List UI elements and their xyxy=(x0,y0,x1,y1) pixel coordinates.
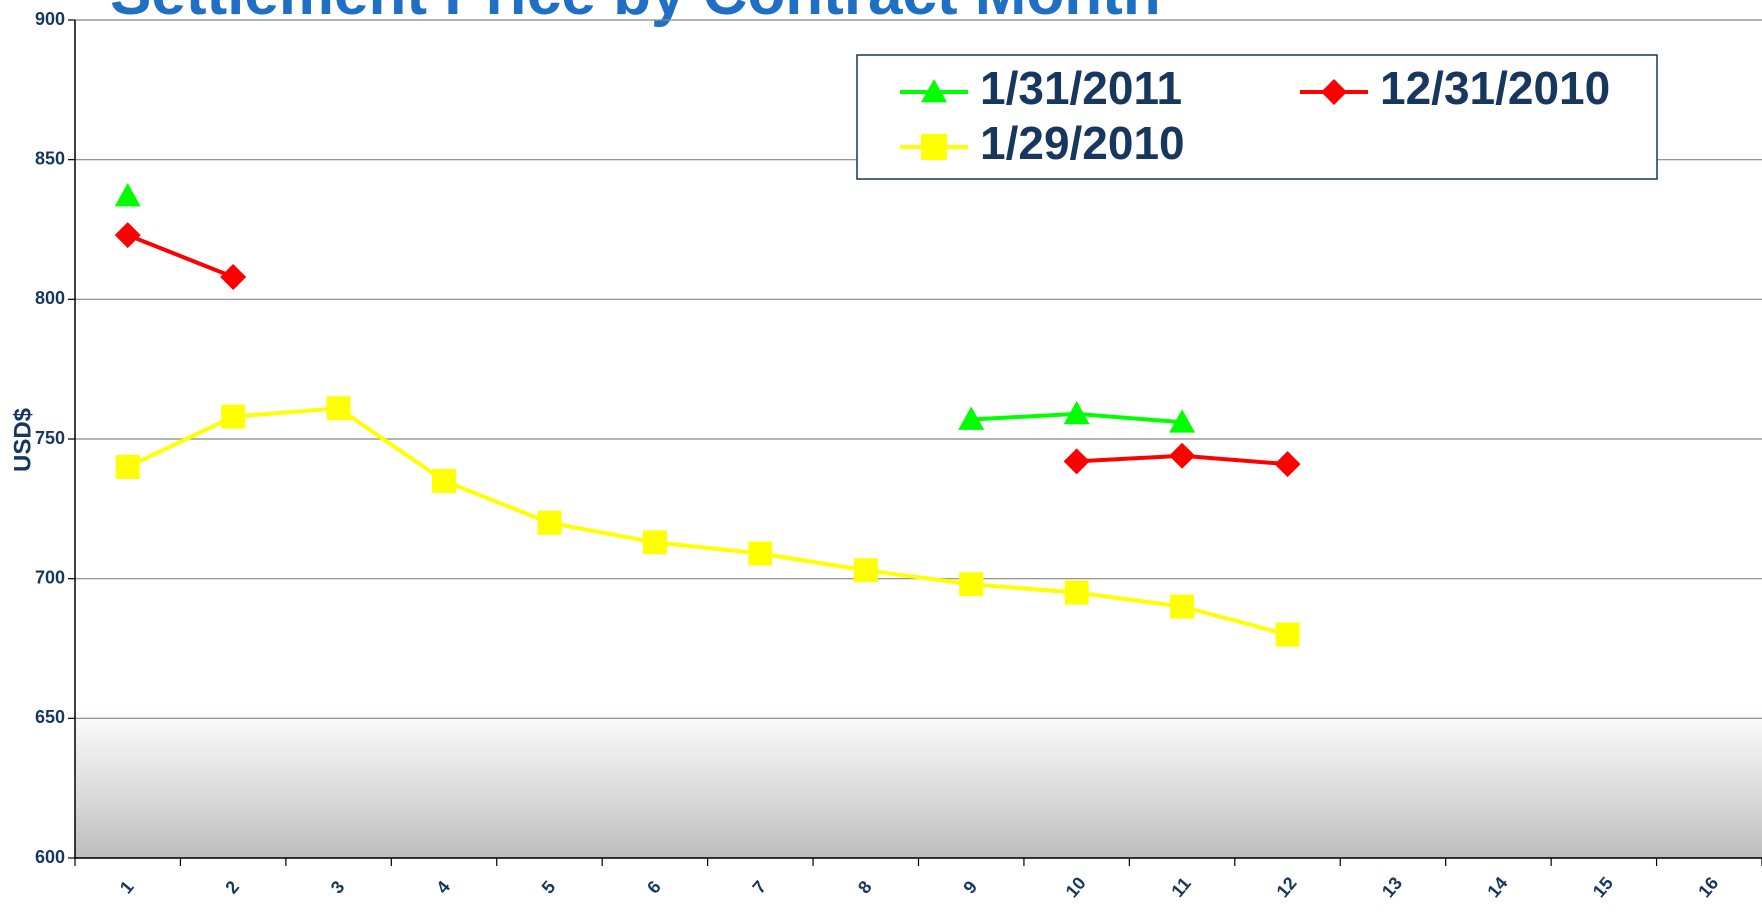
data-point xyxy=(220,263,247,290)
data-point xyxy=(537,510,562,535)
y-tick-label: 700 xyxy=(35,567,65,587)
y-tick-label: 600 xyxy=(35,847,65,867)
legend-label: 1/31/2011 xyxy=(980,62,1182,114)
data-point xyxy=(326,396,351,421)
x-tick-label: 8 xyxy=(854,877,876,898)
legend-label: 12/31/2010 xyxy=(1380,62,1610,114)
x-tick-label: 14 xyxy=(1483,873,1511,901)
x-tick-label: 5 xyxy=(538,877,560,898)
x-tick-label: 13 xyxy=(1378,873,1406,901)
data-point xyxy=(115,454,140,479)
legend-marker xyxy=(1321,79,1347,105)
x-tick-label: 4 xyxy=(432,877,454,898)
data-point xyxy=(1275,622,1300,647)
x-tick-label: 12 xyxy=(1272,873,1300,901)
data-point xyxy=(853,558,878,583)
data-point xyxy=(1063,448,1090,475)
x-tick-label: 7 xyxy=(749,877,771,898)
data-point xyxy=(1169,442,1196,469)
x-tick-label: 16 xyxy=(1694,873,1722,901)
data-point xyxy=(1063,400,1090,425)
series-line xyxy=(126,406,1289,637)
data-point xyxy=(1170,594,1195,619)
legend: 1/31/2011 12/31/2010 1/29/2010 xyxy=(856,54,1658,180)
x-tick-label: 6 xyxy=(643,877,665,898)
data-point xyxy=(748,541,773,566)
data-point xyxy=(221,404,246,429)
x-tick-label: 3 xyxy=(327,877,349,898)
data-point xyxy=(432,468,457,493)
legend-marker xyxy=(921,134,947,160)
data-point xyxy=(959,572,984,597)
chart-title: Settlement Price by Contract Month xyxy=(110,0,1161,28)
y-tick-label: 650 xyxy=(35,707,65,727)
data-point xyxy=(1169,409,1196,433)
y-axis-label: USD$ xyxy=(9,407,36,472)
x-tick-label: 1 xyxy=(116,877,138,898)
y-tick-label: 850 xyxy=(35,148,65,168)
legend-label: 1/29/2010 xyxy=(980,117,1185,169)
data-point xyxy=(1064,580,1089,605)
x-tick-label: 2 xyxy=(221,877,243,898)
y-tick-label: 800 xyxy=(35,288,65,308)
x-tick-label: 15 xyxy=(1589,873,1617,901)
data-point xyxy=(114,182,141,207)
data-point xyxy=(1274,451,1301,478)
x-tick-label: 9 xyxy=(959,877,981,898)
y-tick-label: 900 xyxy=(35,9,65,29)
data-point xyxy=(642,530,667,555)
legend-box xyxy=(856,54,1658,180)
x-tick-label: 10 xyxy=(1062,873,1090,901)
data-point xyxy=(958,406,985,430)
data-point xyxy=(114,222,141,249)
y-tick-label: 750 xyxy=(35,428,65,448)
x-tick-label: 11 xyxy=(1167,873,1195,900)
legend-marker xyxy=(921,79,947,103)
